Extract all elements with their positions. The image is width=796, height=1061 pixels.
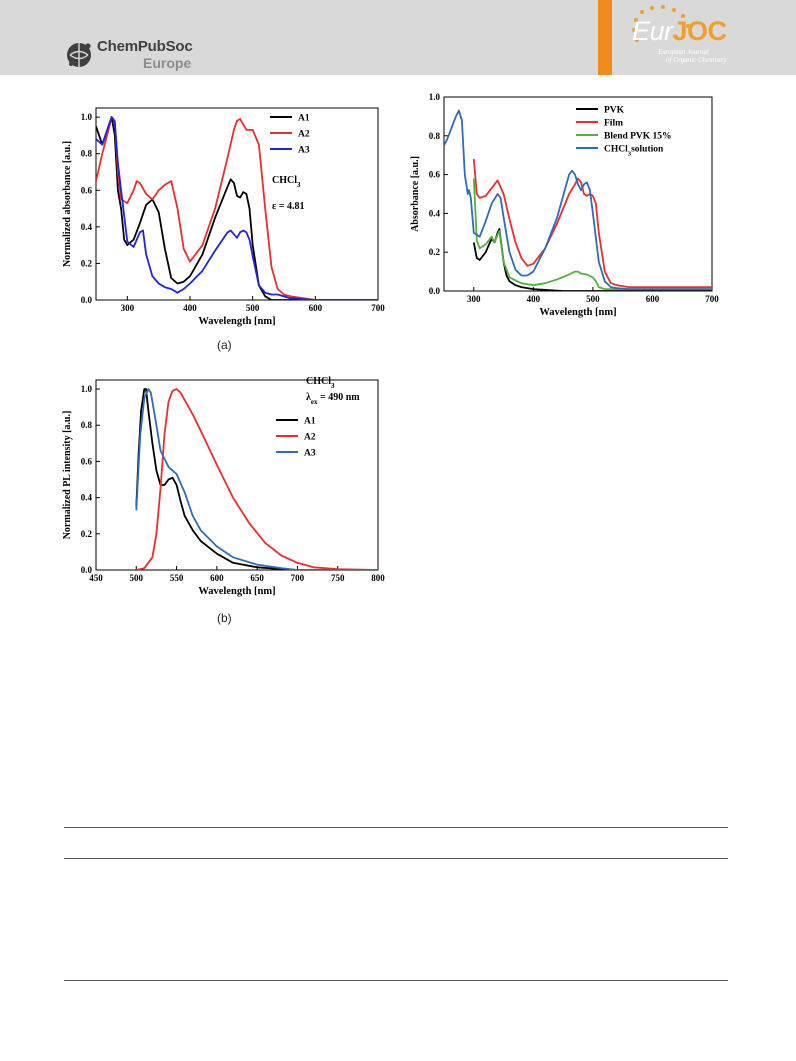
series-line-film — [472, 159, 712, 289]
plot-frame — [443, 96, 713, 292]
x-tick-label: 500 — [130, 573, 144, 583]
y-tick-label: 0.0 — [429, 286, 441, 296]
x-tick-label: 500 — [586, 294, 600, 304]
annotation: λex = 490 nm — [306, 392, 360, 406]
x-axis-label: Wavelength [nm] — [198, 586, 275, 597]
series-line-chcl3-solution — [444, 109, 712, 291]
series-line-a3 — [96, 116, 378, 300]
caption-a: (a) — [217, 338, 232, 352]
plot-frame — [95, 107, 379, 301]
series-line-a1 — [96, 116, 378, 300]
series-line-a3 — [135, 388, 378, 570]
absorbance-solution-chart: 300 400 500 600 700 0.0 0.2 0.4 0.6 0.8 1.0 Wavelen… — [62, 107, 385, 327]
chempubsoc-logo: ChemPubSoc Europe — [64, 38, 204, 78]
x-tick-label: 600 — [646, 294, 660, 304]
legend-label-a3: A3 — [304, 449, 316, 459]
annotation: CHCl3 — [272, 175, 301, 189]
legend-label-a3: A3 — [298, 146, 310, 156]
accent-bar — [598, 0, 612, 75]
series-line-pvk — [472, 227, 712, 291]
publisher-name: ChemPubSoc — [97, 38, 193, 55]
y-tick-label: 1.0 — [81, 112, 93, 122]
annotation: CHCl3 — [306, 376, 335, 390]
x-tick-label: 500 — [246, 303, 260, 313]
y-tick-label: 0.2 — [81, 529, 93, 539]
absorbance-film-chart: 300 400 500 600 700 0.0 0.2 0.4 0.6 0.8 1.0 Wavelen… — [410, 92, 719, 318]
y-axis-label: Absorbance [a.u.] — [410, 156, 421, 232]
pl-emission-chart: 450 500 550 600 650 700 750 800 0.0 0.2 0.4 0.6 0.8 1… — [62, 376, 385, 597]
y-tick-label: 0.6 — [429, 170, 441, 180]
y-tick-label: 1.0 — [429, 92, 441, 102]
journal-wordmark: EurJOC — [632, 16, 727, 46]
y-tick-label: 0.8 — [429, 131, 441, 141]
x-tick-label: 700 — [705, 294, 719, 304]
x-tick-label: 550 — [170, 573, 184, 583]
y-tick-label: 0.4 — [429, 208, 441, 218]
y-tick-label: 0.2 — [429, 247, 441, 257]
series-line-a2 — [96, 116, 378, 300]
x-tick-label: 300 — [467, 294, 481, 304]
plot-area: 300 400 500 600 700 0.0 0.2 0.4 0.6 0.8 1.0 Wavelen… — [62, 107, 385, 327]
y-tick-label: 0.2 — [81, 258, 93, 268]
x-tick-label: 300 — [121, 303, 135, 313]
y-tick-label: 0.4 — [81, 222, 93, 232]
y-tick-label: 0.8 — [81, 149, 93, 159]
plot-area: 300 400 500 600 700 0.0 0.2 0.4 0.6 0.8 1.0 Wavelen… — [410, 92, 719, 318]
y-tick-label: 0.6 — [81, 185, 93, 195]
series-line-a1 — [135, 388, 378, 570]
chempubsoc-globe-icon — [67, 43, 91, 67]
header-band: ChemPubSoc Europe EurJOC European Journa… — [0, 0, 796, 75]
y-tick-label: 0.8 — [81, 420, 93, 430]
y-tick-label: 0.0 — [81, 295, 93, 305]
x-tick-label: 650 — [250, 573, 264, 583]
legend-label-a1: A1 — [298, 114, 310, 124]
legend-label-film: Film — [604, 119, 623, 129]
x-tick-label: 450 — [89, 573, 103, 583]
x-tick-label: 600 — [309, 303, 323, 313]
series-line-blend-pvk-15 — [472, 178, 712, 291]
x-tick-label: 400 — [527, 294, 541, 304]
annotation: ε = 4.81 — [272, 201, 304, 212]
legend-label-a1: A1 — [304, 417, 316, 427]
y-axis-label: Normalized absorbance [a.u.] — [62, 141, 73, 267]
x-axis-label: Wavelength [nm] — [198, 316, 275, 327]
journal-line-1: European Journal — [658, 48, 709, 56]
y-tick-label: 1.0 — [81, 384, 93, 394]
star-ring-icon — [632, 5, 690, 42]
x-tick-label: 750 — [331, 573, 345, 583]
y-tick-label: 0.0 — [81, 565, 93, 575]
table-rule-header — [64, 858, 728, 859]
eurjoc-logo: EurJOC European Journal of Organic Chemi… — [618, 4, 738, 70]
x-tick-label: 700 — [291, 573, 305, 583]
series-line-a2 — [136, 388, 378, 570]
x-axis-label: Wavelength [nm] — [539, 307, 616, 318]
publisher-region: Europe — [143, 55, 192, 71]
y-axis-label: Normalized PL intensity [a.u.] — [62, 411, 73, 540]
journal-line-2: of Organic Chemistry — [666, 56, 727, 64]
legend-label-chcl3-solution: CHCl3solution — [604, 145, 664, 158]
legend-label-pvk: PVK — [604, 106, 625, 116]
legend-label-a2: A2 — [304, 433, 316, 443]
table-rule-top — [64, 827, 728, 828]
x-tick-label: 800 — [371, 573, 385, 583]
y-tick-label: 0.6 — [81, 456, 93, 466]
plot-frame — [95, 379, 379, 571]
x-tick-label: 600 — [210, 573, 224, 583]
plot-area: 450 500 550 600 650 700 750 800 0.0 0.2 0.4 0.6 0.8 1… — [62, 376, 385, 597]
caption-b: (b) — [217, 611, 232, 625]
x-tick-label: 400 — [183, 303, 197, 313]
x-tick-label: 700 — [371, 303, 385, 313]
y-tick-label: 0.4 — [81, 493, 93, 503]
legend-label-a2: A2 — [298, 130, 310, 140]
table-rule-bottom — [64, 980, 728, 981]
legend-label-blend-pvk-15: Blend PVK 15% — [604, 132, 672, 142]
